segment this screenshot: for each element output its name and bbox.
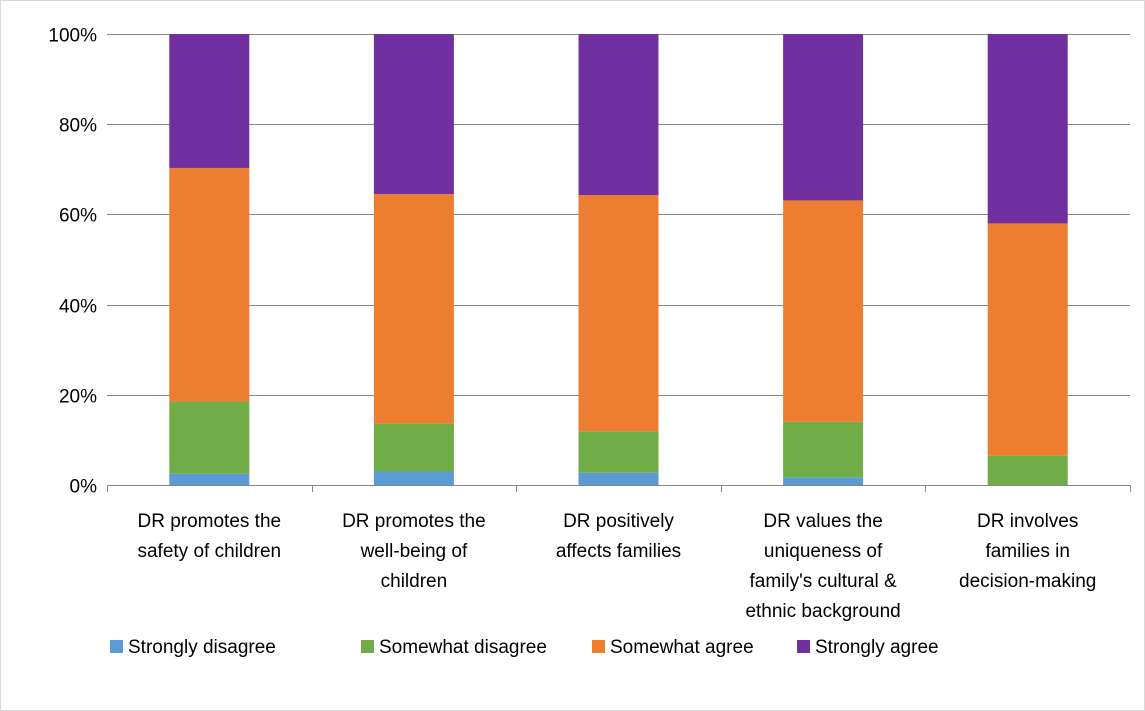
bars [169, 34, 1068, 485]
legend-label: Strongly disagree [128, 637, 276, 658]
bar-segment-strongly-disagree [169, 473, 250, 485]
y-tick-label: 60% [59, 206, 97, 227]
x-axis-category-labels: DR promotes the safety of children DR prom… [137, 511, 1096, 622]
legend-label: Strongly agree [815, 637, 939, 658]
y-tick-label: 40% [59, 297, 97, 318]
x-category-label: children [381, 571, 448, 592]
bar-segment-strongly-agree [987, 34, 1068, 224]
x-category-label: DR involves [977, 511, 1078, 532]
bar-segment-strongly-agree [783, 34, 864, 201]
bar-segment-somewhat-agree [578, 195, 659, 432]
legend-label: Somewhat agree [610, 637, 754, 658]
bar-segment-strongly-disagree [783, 477, 864, 485]
x-category-label: uniqueness of [764, 541, 883, 562]
y-tick-label: 20% [59, 387, 97, 408]
y-axis-tick-labels: 0% 20% 40% 60% 80% 100% [48, 26, 97, 498]
bar-segment-strongly-disagree [578, 472, 659, 485]
bar-segment-somewhat-agree [783, 200, 864, 422]
bar-segment-strongly-agree [169, 34, 250, 168]
x-category-label: DR values the [763, 511, 882, 532]
bar-segment-somewhat-disagree [987, 455, 1068, 485]
legend-swatch [361, 640, 374, 653]
x-category-label: families in [985, 541, 1069, 562]
legend-label: Somewhat disagree [379, 637, 547, 658]
bar-segment-strongly-disagree [373, 471, 454, 485]
y-tick-label: 0% [70, 477, 98, 498]
legend-swatch [797, 640, 810, 653]
y-tick-label: 80% [59, 116, 97, 137]
legend-swatch [110, 640, 123, 653]
x-category-label: DR promotes the [342, 511, 486, 532]
x-category-label: ethnic background [745, 601, 900, 622]
bar-segment-somewhat-disagree [373, 423, 454, 472]
bar-segment-strongly-agree [578, 34, 659, 196]
x-category-label: DR positively [563, 511, 674, 532]
x-category-label: DR promotes the [137, 511, 281, 532]
legend: Strongly disagree Somewhat disagree Somewh… [110, 637, 939, 658]
legend-swatch [592, 640, 605, 653]
bar-segment-somewhat-agree [373, 194, 454, 424]
bar-segment-somewhat-agree [987, 223, 1068, 456]
y-tick-label: 100% [48, 26, 97, 47]
x-category-label: affects families [556, 541, 681, 562]
x-category-label: well-being of [360, 541, 468, 562]
x-category-label: safety of children [137, 541, 281, 562]
x-category-label: decision-making [959, 571, 1096, 592]
x-category-label: family's cultural & [749, 571, 897, 592]
bar-segment-strongly-agree [373, 34, 454, 195]
x-axis [107, 485, 1131, 492]
bar-segment-somewhat-disagree [783, 421, 864, 478]
bar-segment-somewhat-agree [169, 167, 250, 402]
bar-segment-somewhat-disagree [578, 431, 659, 473]
bar-segment-somewhat-disagree [169, 401, 250, 474]
